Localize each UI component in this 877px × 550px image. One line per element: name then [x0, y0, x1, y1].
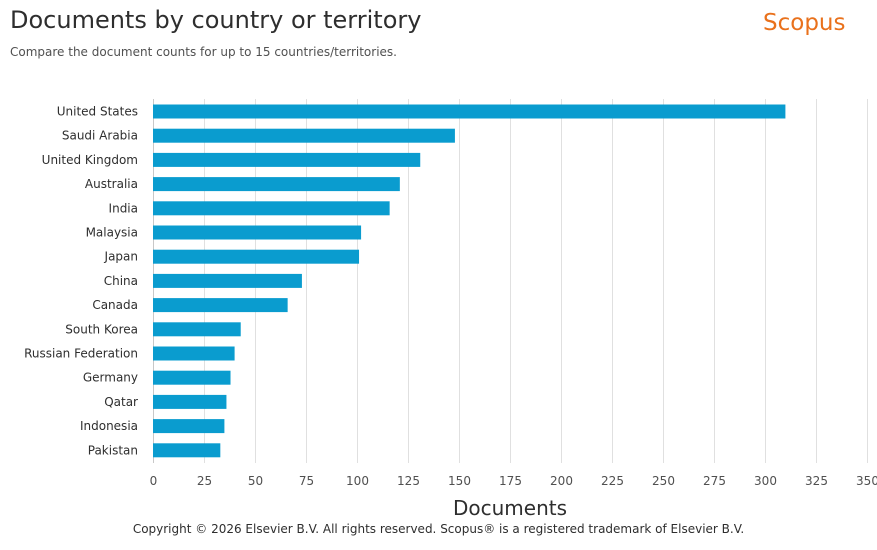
bar[interactable]: [153, 443, 221, 458]
x-tick-label: 125: [397, 474, 420, 488]
x-tick-label: 150: [448, 474, 471, 488]
x-tick-label: 100: [346, 474, 369, 488]
bar[interactable]: [153, 201, 390, 216]
bar[interactable]: [153, 128, 455, 143]
category-label: Qatar: [104, 395, 138, 409]
x-tick-label: 350: [856, 474, 877, 488]
category-label: Canada: [92, 298, 138, 312]
x-tick-label: 25: [197, 474, 212, 488]
category-label: Australia: [85, 177, 138, 191]
bar[interactable]: [153, 394, 227, 409]
x-tick-label: 0: [150, 474, 158, 488]
category-label: South Korea: [65, 322, 138, 336]
bar[interactable]: [153, 346, 235, 361]
x-tick-label: 225: [601, 474, 624, 488]
chart-title: Documents by country or territory: [10, 6, 422, 34]
bar[interactable]: [153, 177, 400, 192]
bar[interactable]: [153, 370, 231, 385]
bar[interactable]: [153, 152, 421, 167]
category-label: Russian Federation: [24, 347, 138, 361]
bar-chart: United States Saudi Arabia United Kingdom A…: [24, 99, 877, 520]
bar[interactable]: [153, 249, 360, 264]
x-tick-label: 200: [550, 474, 573, 488]
bars: [153, 104, 786, 458]
bar[interactable]: [153, 225, 362, 240]
bar[interactable]: [153, 298, 288, 313]
category-label: Saudi Arabia: [62, 129, 138, 143]
category-label: Indonesia: [80, 419, 138, 433]
scopus-logo[interactable]: Scopus: [763, 10, 846, 36]
category-label: India: [109, 201, 138, 215]
category-label: China: [104, 274, 138, 288]
x-tick-labels: 0 25 50 75 100 125 150 175 200 225 250 275 300 325 350: [150, 474, 877, 488]
category-labels: United States Saudi Arabia United Kingdom A…: [24, 105, 138, 458]
category-label: United Kingdom: [42, 153, 138, 167]
chart-subtitle: Compare the document counts for up to 15…: [10, 45, 397, 59]
x-tick-label: 75: [299, 474, 314, 488]
x-tick-label: 175: [499, 474, 522, 488]
bar[interactable]: [153, 104, 786, 119]
bar[interactable]: [153, 273, 302, 288]
x-tick-label: 250: [652, 474, 675, 488]
x-tick-label: 50: [248, 474, 263, 488]
bar[interactable]: [153, 322, 241, 337]
x-tick-label: 300: [754, 474, 777, 488]
bar[interactable]: [153, 419, 225, 434]
category-label: Malaysia: [86, 226, 138, 240]
category-label: Pakistan: [88, 443, 138, 457]
x-tick-label: 325: [805, 474, 828, 488]
x-axis-title: Documents: [453, 496, 567, 520]
category-label: Germany: [83, 371, 138, 385]
x-tick-label: 275: [703, 474, 726, 488]
category-label: United States: [57, 105, 138, 119]
copyright-footer: Copyright © 2026 Elsevier B.V. All right…: [132, 522, 745, 536]
category-label: Japan: [104, 250, 138, 264]
